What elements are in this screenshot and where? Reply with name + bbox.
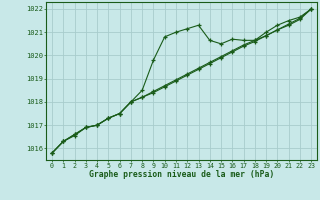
X-axis label: Graphe pression niveau de la mer (hPa): Graphe pression niveau de la mer (hPa)	[89, 170, 274, 179]
